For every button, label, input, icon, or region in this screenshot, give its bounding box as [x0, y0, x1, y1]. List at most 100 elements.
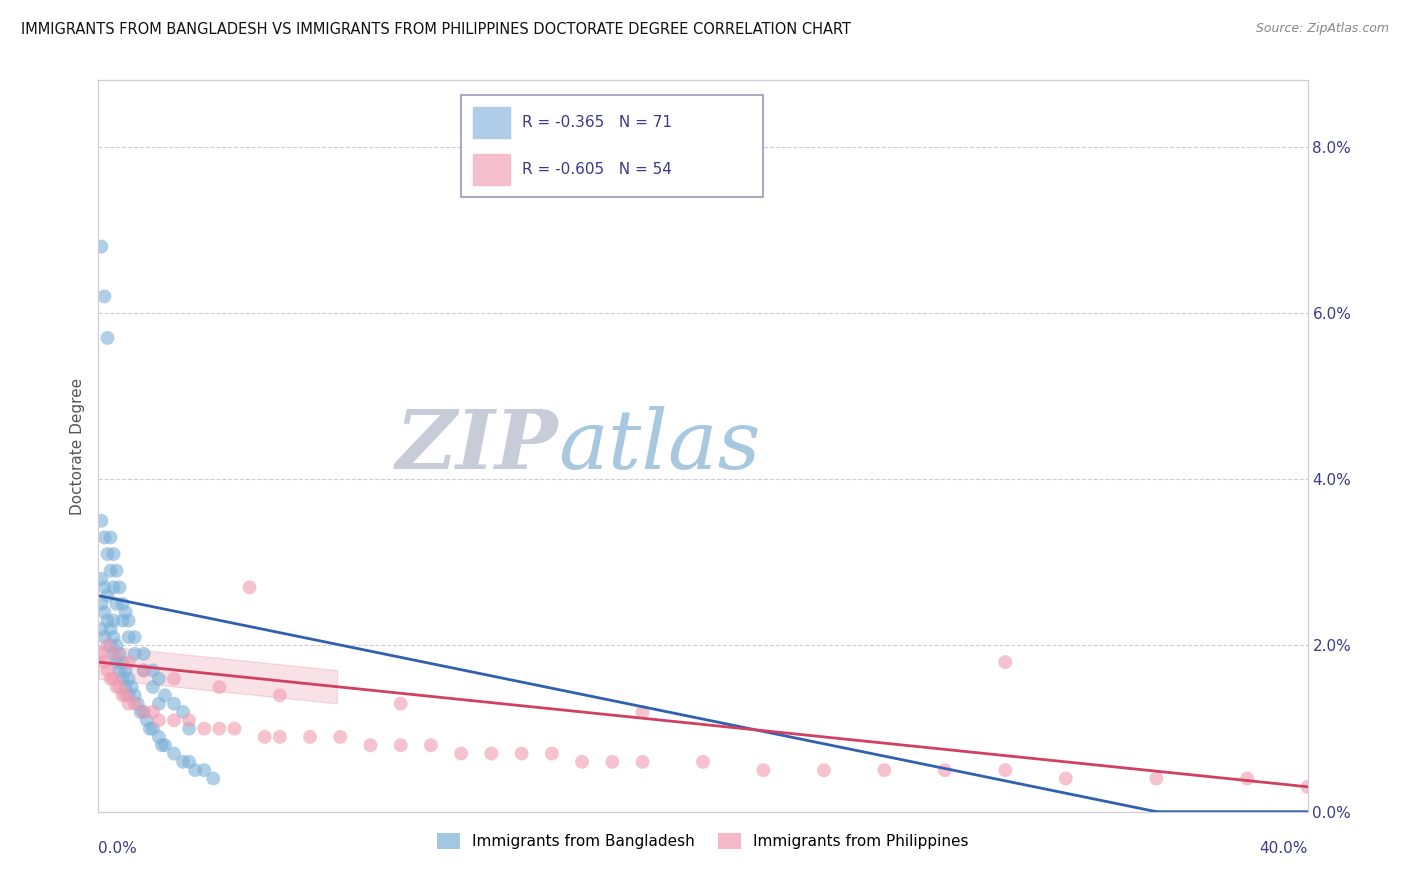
Point — [299, 730, 322, 744]
Point — [111, 672, 134, 686]
Point — [105, 639, 128, 653]
Point — [111, 655, 134, 669]
Point — [150, 738, 173, 752]
Point — [118, 630, 141, 644]
Text: Source: ZipAtlas.com: Source: ZipAtlas.com — [1256, 22, 1389, 36]
Point — [105, 655, 128, 669]
Point — [100, 672, 122, 686]
Point — [105, 680, 128, 694]
Point — [103, 672, 125, 686]
Point — [540, 747, 562, 761]
Point — [179, 722, 201, 736]
Point — [108, 664, 131, 678]
Point — [114, 689, 136, 703]
Point — [329, 730, 352, 744]
Point — [631, 705, 654, 719]
Text: ZIP: ZIP — [395, 406, 558, 486]
Point — [139, 722, 162, 736]
Point — [510, 747, 533, 761]
Point — [129, 705, 152, 719]
Point — [813, 763, 835, 777]
Point — [163, 697, 186, 711]
Point — [1144, 772, 1167, 786]
Point — [172, 755, 194, 769]
Point — [90, 597, 112, 611]
Point — [100, 639, 122, 653]
Point — [148, 697, 170, 711]
Point — [172, 705, 194, 719]
Point — [124, 630, 146, 644]
Point — [631, 755, 654, 769]
Point — [124, 689, 146, 703]
Point — [602, 755, 624, 769]
Point — [96, 639, 118, 653]
Point — [111, 689, 134, 703]
Point — [100, 622, 122, 636]
Point — [132, 647, 155, 661]
Point — [103, 580, 125, 594]
Point — [208, 722, 231, 736]
Point — [132, 705, 155, 719]
Point — [127, 697, 149, 711]
Point — [994, 763, 1017, 777]
Point — [105, 564, 128, 578]
Point — [108, 680, 131, 694]
Point — [103, 630, 125, 644]
Point — [224, 722, 246, 736]
Point — [389, 697, 412, 711]
Point — [269, 730, 291, 744]
Point — [934, 763, 956, 777]
Point — [142, 680, 165, 694]
Point — [100, 564, 122, 578]
Point — [114, 605, 136, 619]
Text: atlas: atlas — [558, 406, 761, 486]
Point — [93, 530, 115, 544]
Point — [360, 738, 382, 752]
Point — [1296, 780, 1319, 794]
Point — [193, 722, 215, 736]
Point — [118, 655, 141, 669]
Point — [103, 614, 125, 628]
Point — [253, 730, 276, 744]
Point — [184, 763, 207, 777]
Text: 40.0%: 40.0% — [1260, 841, 1308, 856]
Point — [114, 680, 136, 694]
Point — [105, 597, 128, 611]
Point — [132, 705, 155, 719]
Text: 0.0%: 0.0% — [98, 841, 138, 856]
Point — [179, 714, 201, 728]
Point — [239, 580, 262, 594]
Point — [93, 289, 115, 303]
Point — [873, 763, 896, 777]
Point — [100, 530, 122, 544]
Point — [202, 772, 225, 786]
Point — [96, 589, 118, 603]
Point — [93, 605, 115, 619]
Point — [193, 763, 215, 777]
Point — [118, 614, 141, 628]
Point — [111, 614, 134, 628]
Point — [96, 547, 118, 561]
Point — [153, 738, 176, 752]
Point — [90, 572, 112, 586]
Point — [118, 697, 141, 711]
Point — [93, 580, 115, 594]
Point — [90, 239, 112, 253]
Point — [450, 747, 472, 761]
Point — [121, 680, 143, 694]
Point — [163, 747, 186, 761]
Point — [1236, 772, 1258, 786]
Point — [208, 680, 231, 694]
Point — [90, 514, 112, 528]
Point — [389, 738, 412, 752]
Point — [142, 705, 165, 719]
Point — [163, 672, 186, 686]
Point — [481, 747, 503, 761]
Point — [118, 689, 141, 703]
Point — [163, 714, 186, 728]
Point — [752, 763, 775, 777]
Point — [132, 664, 155, 678]
Point — [269, 689, 291, 703]
Point — [148, 730, 170, 744]
Point — [103, 547, 125, 561]
